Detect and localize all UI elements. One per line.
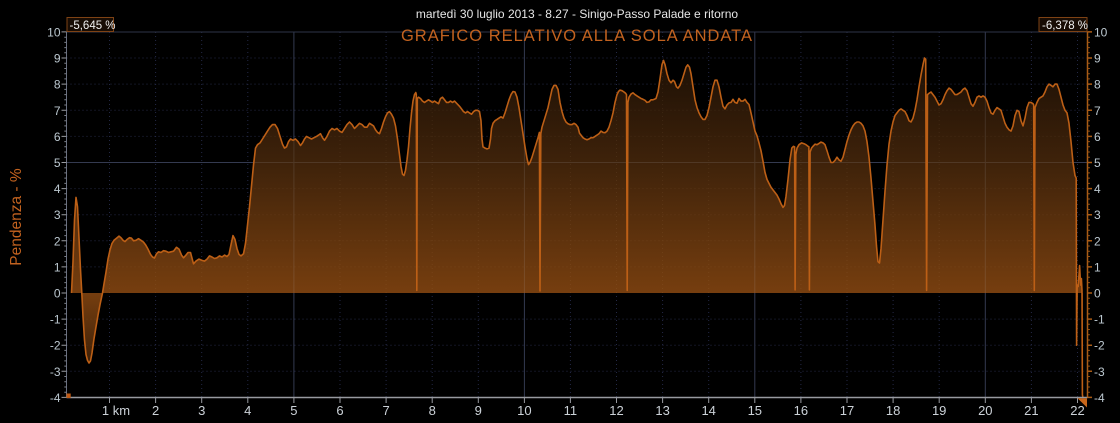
svg-text:16: 16 [794, 403, 808, 418]
svg-text:9: 9 [475, 403, 482, 418]
svg-text:2: 2 [152, 403, 159, 418]
svg-text:-3: -3 [50, 365, 61, 379]
svg-text:9: 9 [1094, 52, 1101, 66]
svg-text:-3: -3 [1094, 365, 1105, 379]
svg-text:1: 1 [54, 260, 61, 274]
svg-text:5: 5 [290, 403, 297, 418]
svg-text:21: 21 [1024, 403, 1038, 418]
svg-text:9: 9 [54, 52, 61, 66]
svg-text:6: 6 [1094, 130, 1101, 144]
svg-text:0: 0 [54, 287, 61, 301]
svg-text:-4: -4 [50, 391, 61, 405]
svg-text:14: 14 [701, 403, 715, 418]
svg-text:4: 4 [1094, 182, 1101, 196]
svg-text:10: 10 [1094, 25, 1108, 39]
svg-text:7: 7 [54, 104, 61, 118]
svg-text:-6,378 %: -6,378 % [1042, 20, 1088, 32]
svg-text:6: 6 [336, 403, 343, 418]
svg-text:GRAFICO RELATIVO ALLA SOLA AND: GRAFICO RELATIVO ALLA SOLA ANDATA [401, 27, 753, 45]
svg-text:-1: -1 [1094, 313, 1105, 327]
svg-text:17: 17 [840, 403, 854, 418]
svg-text:0: 0 [1094, 287, 1101, 301]
svg-text:18: 18 [886, 403, 900, 418]
svg-text:martedì 30 luglio 2013 - 8.27: martedì 30 luglio 2013 - 8.27 - Sinigo-P… [416, 7, 739, 21]
svg-text:5: 5 [54, 156, 61, 170]
svg-text:6: 6 [54, 130, 61, 144]
svg-text:1: 1 [1094, 260, 1101, 274]
svg-text:19: 19 [932, 403, 946, 418]
svg-text:10: 10 [47, 25, 61, 39]
svg-text:-1: -1 [50, 313, 61, 327]
svg-text:3: 3 [198, 403, 205, 418]
svg-text:-5,645 %: -5,645 % [70, 20, 116, 32]
svg-text:11: 11 [564, 403, 578, 418]
svg-text:3: 3 [1094, 208, 1101, 222]
svg-text:8: 8 [1094, 78, 1101, 92]
svg-text:20: 20 [978, 403, 992, 418]
svg-text:2: 2 [54, 234, 61, 248]
svg-text:4: 4 [54, 182, 61, 196]
svg-text:1 km: 1 km [102, 403, 130, 418]
svg-text:8: 8 [54, 78, 61, 92]
svg-text:Pendenza - %: Pendenza - % [8, 168, 25, 266]
svg-text:-2: -2 [50, 339, 61, 353]
svg-text:2: 2 [1094, 234, 1101, 248]
svg-text:7: 7 [1094, 104, 1101, 118]
svg-text:7: 7 [382, 403, 389, 418]
svg-text:15: 15 [748, 403, 762, 418]
svg-text:5: 5 [1094, 156, 1101, 170]
svg-text:-4: -4 [1094, 391, 1105, 405]
svg-text:22: 22 [1070, 403, 1084, 418]
svg-text:13: 13 [655, 403, 669, 418]
svg-text:10: 10 [517, 403, 531, 418]
svg-text:-2: -2 [1094, 339, 1105, 353]
svg-text:8: 8 [429, 403, 436, 418]
svg-text:4: 4 [244, 403, 251, 418]
svg-text:12: 12 [609, 403, 623, 418]
svg-text:3: 3 [54, 208, 61, 222]
